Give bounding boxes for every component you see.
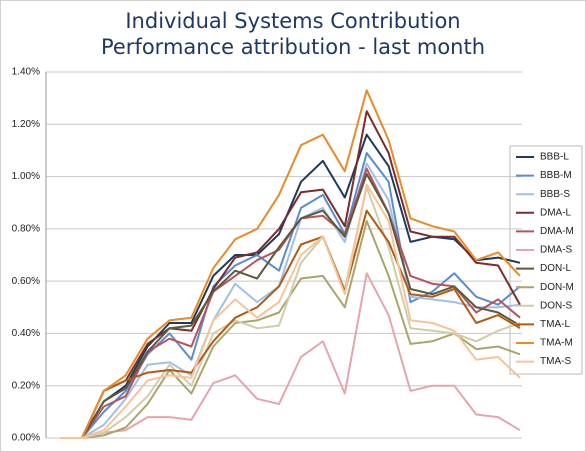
- series-line: [60, 133, 521, 439]
- legend-label: DMA-M: [540, 226, 574, 237]
- legend-label: TMA-S: [540, 356, 571, 367]
- legend-label: DON-S: [540, 300, 573, 311]
- legend-label: BBB-S: [540, 189, 570, 200]
- series-line: [60, 162, 521, 439]
- series-line: [60, 186, 521, 439]
- series-line: [60, 173, 521, 439]
- legend-label: DMA-L: [540, 207, 572, 218]
- chart-subtitle: Performance attribution - last month: [101, 35, 485, 59]
- legend-label: DON-L: [540, 263, 572, 274]
- series-line: [60, 89, 521, 439]
- y-tick-label: 1.00%: [12, 171, 40, 182]
- y-tick-label: 1.40%: [12, 67, 40, 78]
- y-tick-label: 0.20%: [12, 380, 40, 391]
- series-line: [60, 272, 521, 439]
- y-tick-label: 0.40%: [12, 328, 40, 339]
- y-tick-label: 0.60%: [12, 276, 40, 287]
- legend-label: TMA-L: [540, 319, 570, 330]
- legend-label: BBB-M: [540, 170, 572, 181]
- legend-box: [509, 145, 583, 375]
- chart-title: Individual Systems Contribution: [125, 9, 460, 33]
- legend-label: DON-M: [540, 282, 574, 293]
- series-line: [60, 209, 521, 439]
- legend-label: BBB-L: [540, 152, 569, 163]
- legend-label: TMA-M: [540, 338, 573, 349]
- y-tick-label: 0.80%: [12, 223, 40, 234]
- y-tick-label: 1.20%: [12, 119, 40, 130]
- series-line: [60, 183, 521, 439]
- y-tick-label: 0.00%: [12, 433, 40, 444]
- series-line: [60, 110, 521, 439]
- legend-label: DMA-S: [540, 245, 573, 256]
